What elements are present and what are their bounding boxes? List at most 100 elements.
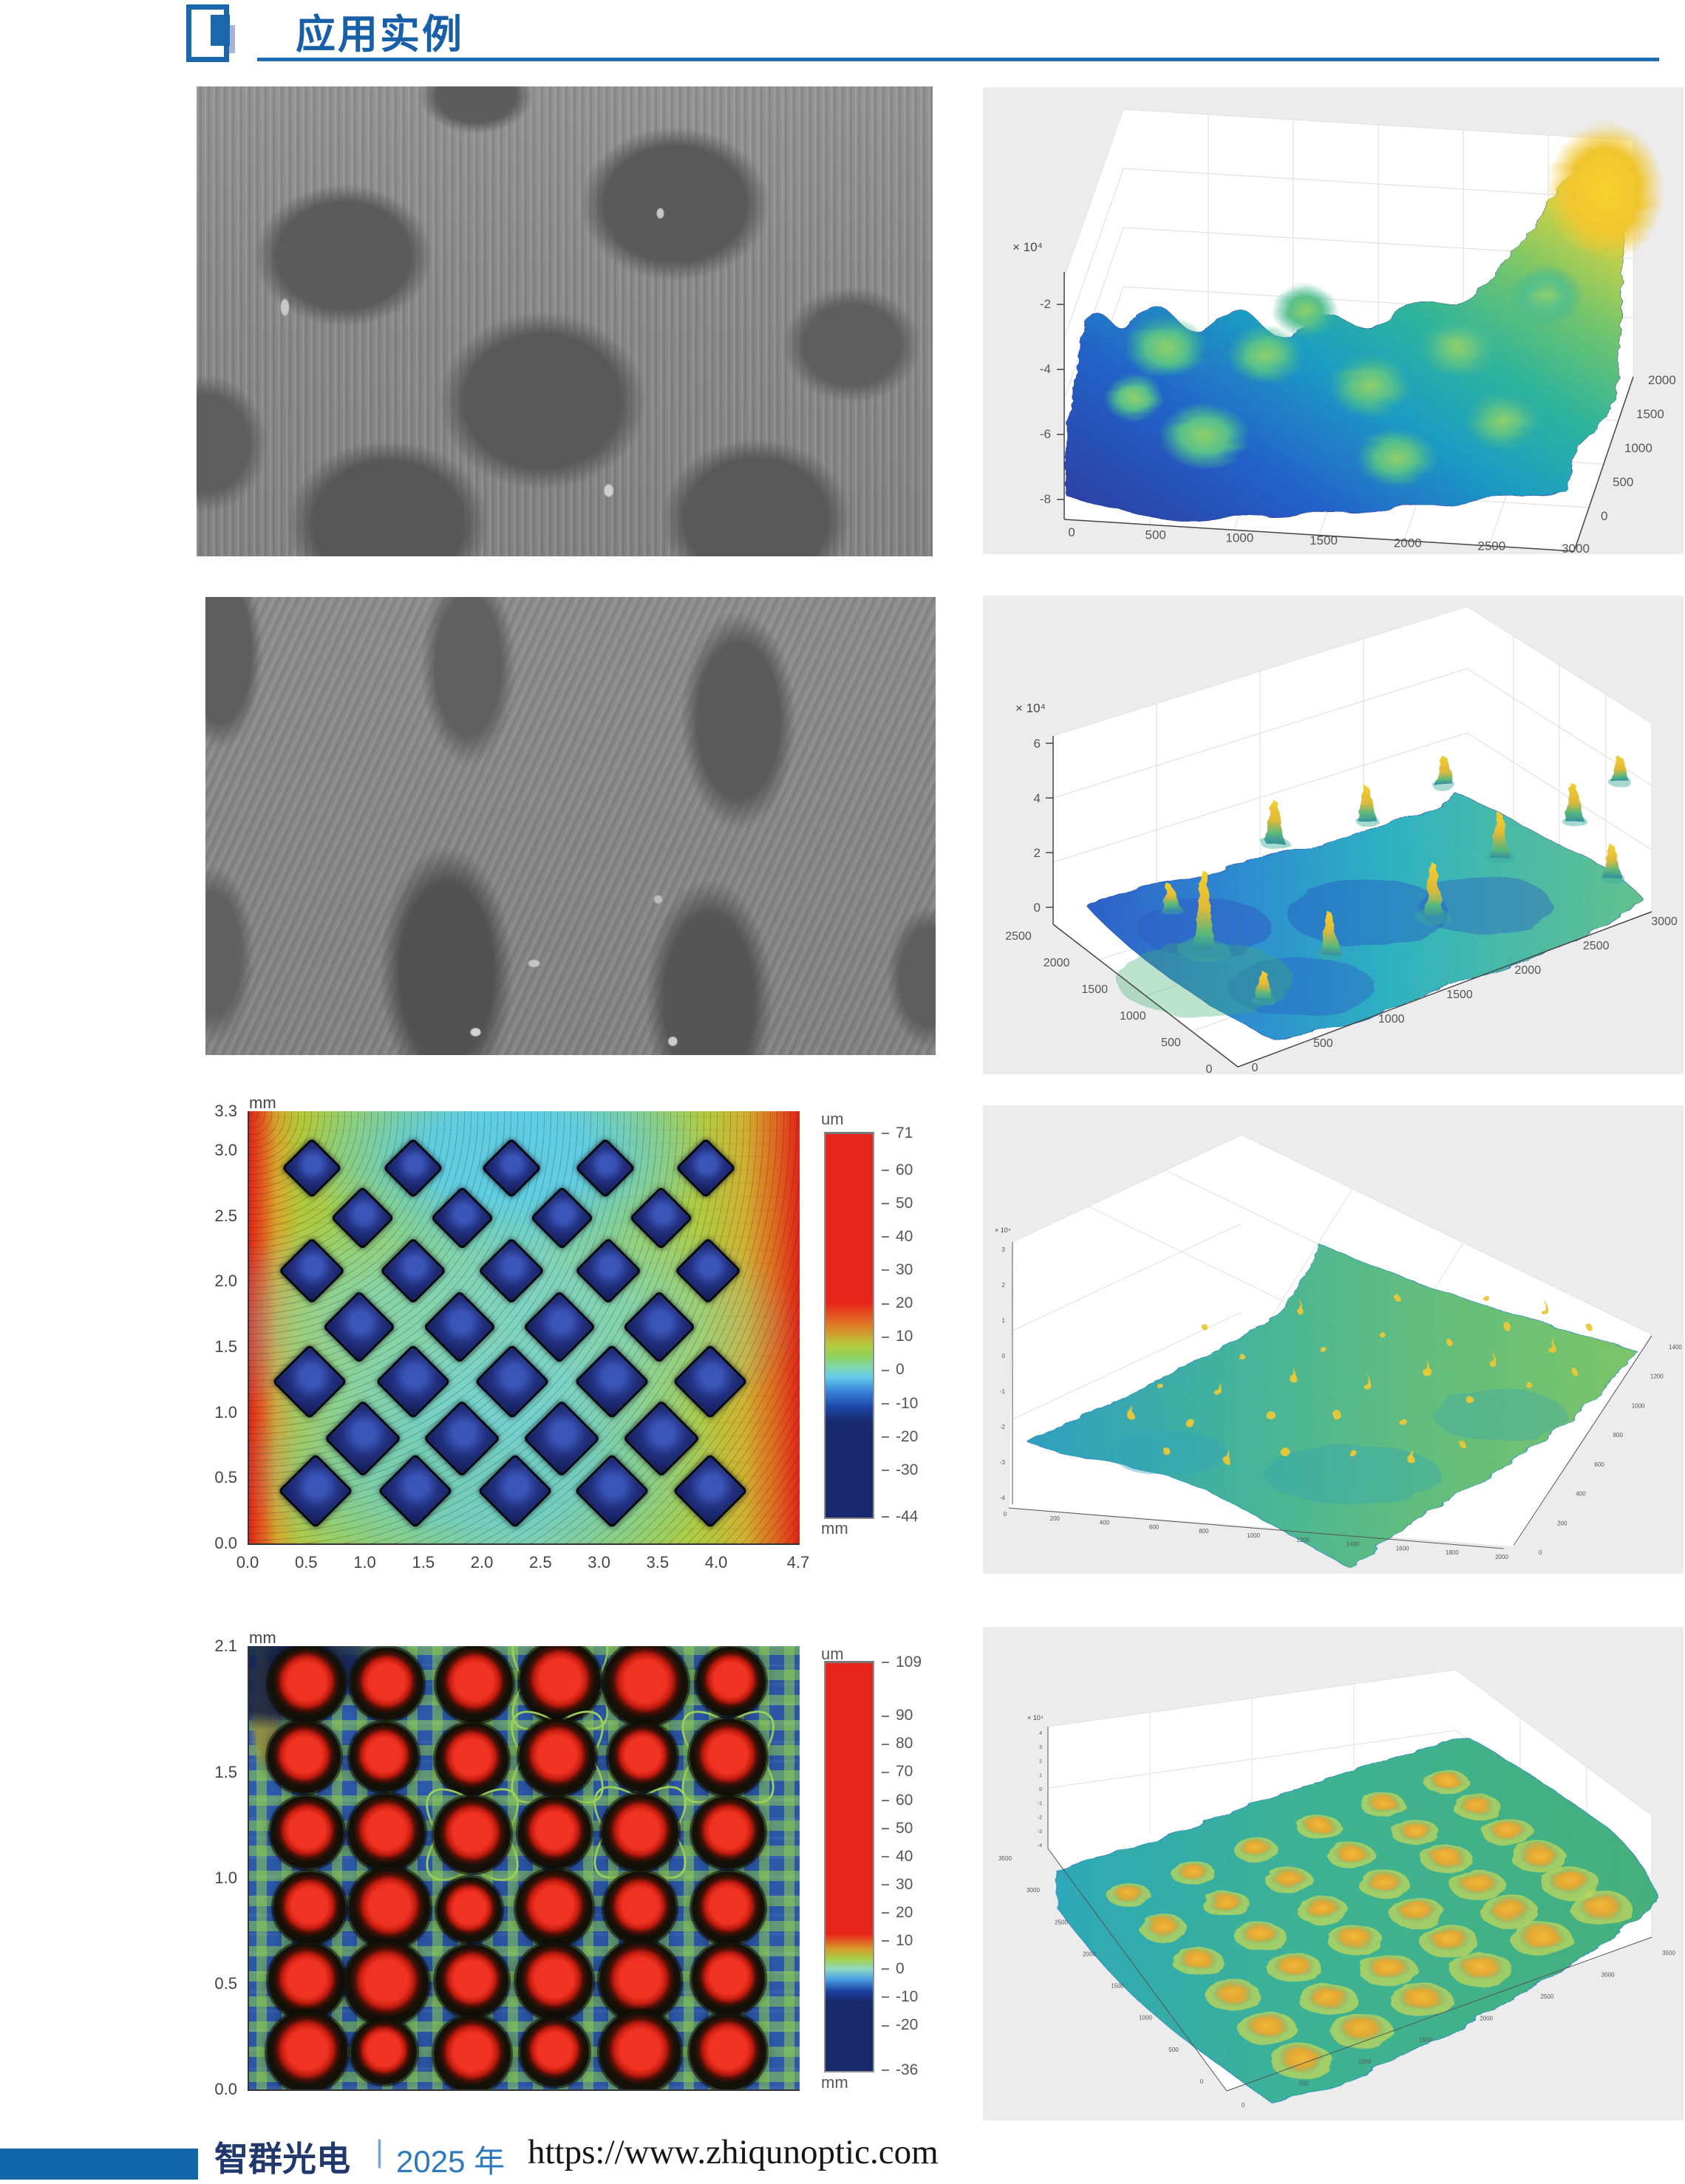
bump-speck bbox=[1216, 1390, 1223, 1397]
bump-speck bbox=[1267, 1411, 1276, 1420]
axis-tick-label: 1.5 bbox=[412, 1553, 435, 1572]
peak bbox=[1565, 782, 1584, 821]
tick-label: 0 bbox=[1200, 2078, 1204, 2085]
colorbar-unit-bottom: mm bbox=[821, 2073, 848, 2092]
x-tick-labels: 0 500 1000 1500 2000 2500 3000 bbox=[1068, 525, 1590, 554]
dome bbox=[1245, 2013, 1290, 2039]
dome bbox=[1146, 1916, 1182, 1937]
bump-speck bbox=[1202, 1324, 1208, 1330]
pit-diamond bbox=[282, 1138, 343, 1199]
colorbar-tick-label: -10 bbox=[882, 1395, 918, 1413]
dome bbox=[1305, 1983, 1350, 2010]
dome bbox=[1270, 1867, 1307, 1889]
pit-diamond bbox=[375, 1344, 451, 1420]
dome bbox=[1240, 1922, 1279, 1945]
dome bbox=[1398, 1983, 1446, 2012]
footer-bar bbox=[0, 2149, 198, 2180]
tick-label: 0 bbox=[1004, 1511, 1007, 1518]
tick-label: 500 bbox=[1313, 1037, 1333, 1050]
tick-label: 1500 bbox=[1419, 2037, 1432, 2044]
axis-tick-label: 1.5 bbox=[214, 1337, 237, 1357]
peak bbox=[1321, 911, 1340, 954]
solder-bump bbox=[270, 1795, 344, 1869]
colorbar-tick-label: -20 bbox=[882, 1428, 918, 1446]
z-exponent-label: × 10⁴ bbox=[1012, 240, 1043, 254]
tick-label: 1500 bbox=[1636, 407, 1664, 421]
tick-label: 2500 bbox=[1477, 539, 1505, 553]
colorbar-tick-label: 71 bbox=[882, 1125, 913, 1142]
peak bbox=[1491, 812, 1510, 858]
pit-diamond bbox=[522, 1399, 601, 1477]
bump-speck bbox=[1185, 1419, 1194, 1427]
pit-diamond bbox=[575, 1237, 642, 1304]
colorbar-tick-label: 90 bbox=[882, 1707, 913, 1724]
tick-label: 500 bbox=[1299, 2081, 1310, 2087]
pit-diamond bbox=[278, 1453, 354, 1529]
tick-label: 1 bbox=[1039, 1773, 1042, 1778]
dome bbox=[1518, 1843, 1560, 1868]
tick-label: -4 bbox=[1040, 362, 1051, 376]
surface-plot-1: × 10⁴ -2-4-6-8 0 500 1000 1500 2000 2500 3000 … bbox=[983, 87, 1684, 554]
colorbar: um 109 90 80 70 60 50 40 30 20 10 0 -10 -20 -36 mm bbox=[817, 1645, 942, 2092]
tick-label: -6 bbox=[1040, 427, 1051, 441]
pit-diamond bbox=[423, 1399, 501, 1477]
height-map-2 bbox=[248, 1646, 800, 2091]
z-exponent-label: × 10⁴ bbox=[1027, 1714, 1044, 1721]
peak bbox=[1435, 755, 1454, 786]
solder-bump bbox=[691, 1795, 765, 1869]
tick-label: 1200 bbox=[1296, 1537, 1310, 1543]
pit-diamond bbox=[279, 1237, 346, 1304]
tick-label: 2000 bbox=[1394, 536, 1422, 550]
peak bbox=[1603, 844, 1622, 878]
microscope-image-2 bbox=[205, 597, 936, 1055]
bump-speck bbox=[1408, 1456, 1415, 1464]
bump-speck bbox=[1460, 1442, 1466, 1448]
colorbar-tick-label: -44 bbox=[882, 1508, 918, 1526]
tick-label: 1000 bbox=[1120, 1010, 1146, 1023]
axis-tick-label: 4.7 bbox=[786, 1553, 810, 1572]
dome bbox=[1429, 1770, 1463, 1790]
pit-diamond bbox=[430, 1186, 494, 1250]
solder-bump bbox=[433, 2016, 511, 2089]
pit-diamond bbox=[377, 1453, 453, 1529]
solder-bump bbox=[603, 1871, 677, 1945]
pit-diamond bbox=[423, 1290, 497, 1364]
dome bbox=[1302, 1896, 1341, 1919]
peak bbox=[1358, 785, 1377, 821]
pit-diamond bbox=[522, 1290, 596, 1364]
solder-bump bbox=[268, 1646, 346, 1723]
bump-speck bbox=[1364, 1382, 1371, 1390]
dome bbox=[1577, 1891, 1624, 1919]
tick-label: 1000 bbox=[1247, 1532, 1260, 1539]
tick-label: 0 bbox=[1252, 1062, 1259, 1074]
pit-diamond bbox=[673, 1344, 749, 1420]
z-tick-labels: -2 -4 -6 -8 bbox=[1040, 297, 1051, 506]
tick-label: 800 bbox=[1613, 1432, 1624, 1439]
tick-label: 200 bbox=[1050, 1515, 1061, 1522]
height-map-1-block: mm 3.3 3.0 2.5 2.0 1.5 1.0 0.5 0.0 0.0 0.5 1.0 1.5… bbox=[188, 1093, 942, 1588]
solder-bump bbox=[516, 1869, 593, 1946]
colorbar-tick-label: -30 bbox=[882, 1461, 918, 1479]
solder-bump bbox=[350, 1647, 423, 1721]
colorbar-gradient bbox=[824, 1132, 874, 1519]
axis-tick-label: 3.0 bbox=[588, 1553, 610, 1572]
tick-label: 2 bbox=[1039, 1759, 1042, 1764]
solder-bump bbox=[601, 1794, 678, 1871]
tick-label: 2 bbox=[1002, 1282, 1006, 1289]
bump-speck bbox=[1483, 1294, 1488, 1300]
bump-speck bbox=[1467, 1397, 1474, 1405]
tick-label: 500 bbox=[1161, 1037, 1181, 1049]
pit-diamond bbox=[474, 1344, 551, 1420]
tick-label: 1000 bbox=[1225, 530, 1253, 545]
tick-label: 2 bbox=[1034, 846, 1041, 860]
axis-tick-label: 0.0 bbox=[236, 1553, 259, 1572]
tick-label: 1400 bbox=[1669, 1344, 1682, 1351]
dome bbox=[1239, 1838, 1273, 1858]
tick-label: 1800 bbox=[1446, 1549, 1459, 1556]
bump-speck bbox=[1239, 1354, 1245, 1359]
pit-diamond bbox=[379, 1237, 446, 1304]
pit-diamond bbox=[330, 1186, 395, 1250]
height-map-1 bbox=[248, 1111, 800, 1545]
tick-label: 3 bbox=[1039, 1745, 1042, 1750]
tick-label: 1400 bbox=[1347, 1541, 1360, 1548]
